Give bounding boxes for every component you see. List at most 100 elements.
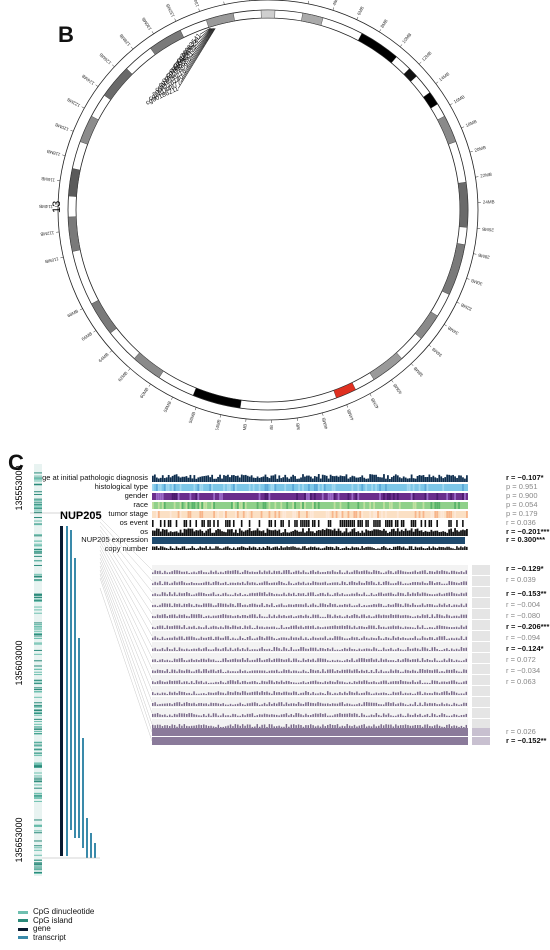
ring-tick-label: 22MB xyxy=(480,172,492,179)
methylation-bar xyxy=(404,571,407,574)
methylation-bar xyxy=(292,649,295,651)
methylation-bar xyxy=(460,693,463,695)
methylation-bar xyxy=(305,594,307,596)
methylation-bar xyxy=(169,649,171,651)
methylation-bar xyxy=(329,724,331,728)
methylation-bar xyxy=(186,615,188,618)
methylation-bar xyxy=(307,615,310,618)
methylation-bar xyxy=(327,691,329,695)
cpg-mark xyxy=(34,508,42,510)
copy-number-bar xyxy=(394,546,397,550)
ring-tick xyxy=(411,363,414,366)
methylation-bar xyxy=(237,680,239,684)
methylation-bar xyxy=(229,647,232,651)
methylation-bar xyxy=(455,604,458,607)
methylation-bar xyxy=(395,681,397,684)
methylation-bar xyxy=(365,680,368,684)
methylation-bar xyxy=(266,636,268,640)
copy-number-bar xyxy=(197,548,200,550)
methylation-bar xyxy=(198,604,200,607)
methylation-bar xyxy=(307,572,310,574)
methylation-bar xyxy=(200,570,203,574)
methylation-bar xyxy=(171,605,173,607)
cpg-mark xyxy=(34,524,42,526)
methylation-bar xyxy=(455,659,458,662)
methylation-bar xyxy=(368,671,370,673)
methylation-bar xyxy=(256,571,258,574)
methylation-bar xyxy=(356,669,358,673)
methylation-bar xyxy=(263,659,266,662)
methylation-bar xyxy=(268,648,271,651)
clinical-row-stat: p = 0.951 xyxy=(506,482,538,491)
methylation-bar xyxy=(302,604,305,607)
methylation-bar xyxy=(465,702,468,706)
methylation-bar xyxy=(290,671,293,673)
chromosome-band xyxy=(369,352,403,380)
methylation-bar xyxy=(300,582,302,585)
methylation-bar xyxy=(288,570,290,574)
cpg-mark xyxy=(34,478,42,480)
methylation-bar xyxy=(283,691,285,695)
methylation-bar xyxy=(436,680,438,684)
methylation-bar xyxy=(436,724,438,728)
methylation-bar xyxy=(346,648,348,651)
probe-link xyxy=(99,541,153,637)
methylation-track xyxy=(152,708,468,718)
methylation-bar xyxy=(375,638,378,640)
cpg-mark xyxy=(34,643,42,645)
methylation-bar xyxy=(358,680,361,684)
cpg-mark xyxy=(34,475,42,477)
methylation-bar xyxy=(241,637,244,640)
methylation-bar xyxy=(421,581,424,585)
methylation-bar xyxy=(217,615,220,618)
ring-tick-label: 30MB xyxy=(470,278,483,287)
methylation-bar xyxy=(278,658,280,662)
methylation-bar xyxy=(361,626,363,629)
methylation-bar xyxy=(239,692,241,695)
methylation-bar xyxy=(246,682,249,684)
methylation-bar xyxy=(186,693,188,695)
methylation-bar xyxy=(414,670,416,673)
methylation-bar xyxy=(375,604,378,607)
methylation-bar xyxy=(441,649,443,651)
methylation-bar xyxy=(419,604,421,607)
methylation-bar xyxy=(210,702,212,706)
methylation-bar xyxy=(290,647,293,651)
methylation-bar xyxy=(263,605,266,607)
methylation-bar xyxy=(385,649,387,651)
cpg-mark xyxy=(34,714,42,716)
methylation-bar xyxy=(275,593,278,596)
methylation-bar xyxy=(450,680,453,684)
methylation-bar xyxy=(195,572,198,574)
cpg-mark xyxy=(34,560,42,562)
methylation-bar xyxy=(327,614,329,618)
methylation-bar xyxy=(463,693,465,695)
methylation-bar xyxy=(256,658,258,662)
ring-tick-label: 122MB xyxy=(66,97,81,108)
methylation-bar xyxy=(399,680,402,684)
methylation-bar xyxy=(232,692,234,695)
methylation-bar xyxy=(234,582,237,585)
methylation-bar xyxy=(249,671,251,673)
methylation-bar xyxy=(378,603,380,607)
methylation-bar xyxy=(331,715,334,717)
methylation-bar xyxy=(254,681,256,684)
methylation-bar xyxy=(424,582,426,585)
methylation-bar xyxy=(460,715,463,717)
chromosome-band xyxy=(423,92,438,109)
methylation-bar xyxy=(317,649,319,651)
methylation-bar xyxy=(431,680,433,684)
methylation-bar xyxy=(438,614,441,618)
methylation-bar xyxy=(241,594,244,596)
cpg-mark xyxy=(34,510,42,512)
cpg-mark xyxy=(34,483,42,485)
methylation-bar xyxy=(341,693,344,695)
methylation-bar xyxy=(273,702,275,706)
methylation-bar xyxy=(305,603,307,607)
methylation-bar xyxy=(317,594,319,596)
cpg-mark xyxy=(34,594,42,596)
methylation-bar xyxy=(458,594,460,596)
methylation-bar xyxy=(212,625,215,629)
cpg-mark xyxy=(34,866,42,868)
methylation-bar xyxy=(178,570,181,574)
